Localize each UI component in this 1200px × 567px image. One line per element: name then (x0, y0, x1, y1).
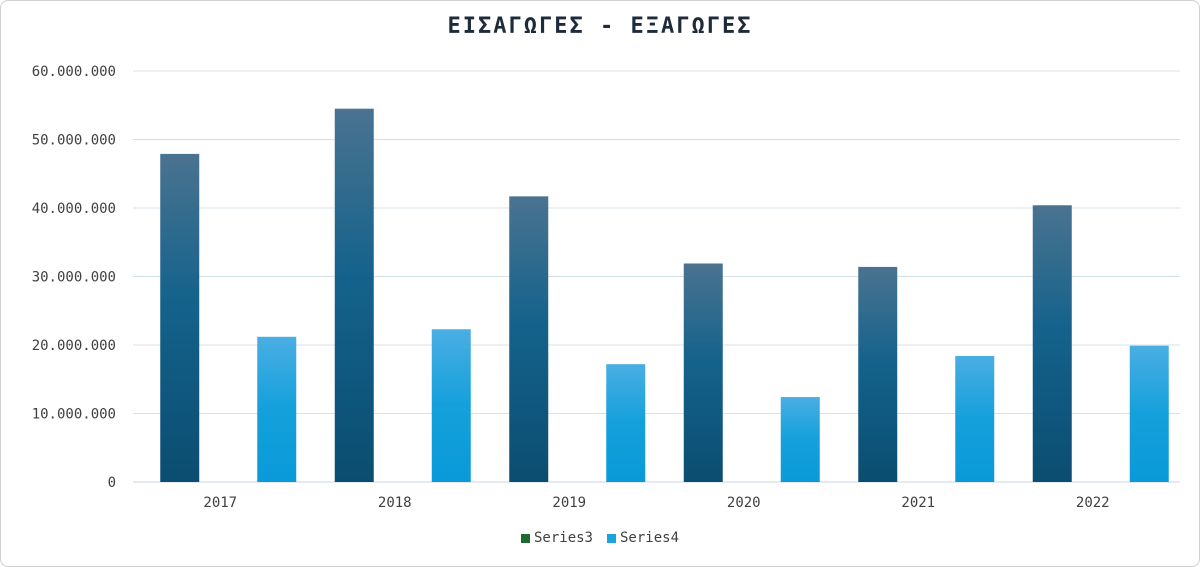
bar-series4-2018 (431, 329, 471, 482)
legend-swatch-series4 (607, 533, 616, 543)
y-tick-label: 20.000.000 (32, 338, 116, 354)
y-tick-label: 60.000.000 (32, 64, 116, 80)
legend-item-series4: Series4 (607, 530, 679, 546)
x-tick-label: 2021 (901, 495, 935, 511)
bar-series4-2022 (1129, 345, 1169, 482)
bar-series1-2020 (683, 263, 723, 482)
chart-legend: Series3 Series4 (0, 530, 1200, 546)
y-tick-label: 50.000.000 (32, 133, 116, 149)
legend-swatch-series3 (520, 533, 530, 543)
x-tick-label: 2022 (1076, 495, 1110, 511)
bar-series1-2022 (1032, 205, 1072, 482)
bar-series1-2021 (858, 266, 898, 482)
bar-series1-2018 (334, 108, 374, 483)
bar-series4-2020 (780, 397, 820, 482)
bar-series1-2017 (160, 153, 200, 482)
y-tick-label: 40.000.000 (32, 201, 116, 217)
y-tick-label: 10.000.000 (32, 407, 116, 423)
bar-series4-2017 (257, 336, 297, 482)
y-tick-label: 0 (108, 475, 116, 491)
x-tick-label: 2018 (378, 495, 412, 511)
legend-label-series4: Series4 (620, 530, 680, 546)
bar-series1-2019 (509, 196, 549, 483)
legend-item-series3: Series3 (520, 530, 593, 546)
bar-series4-2021 (955, 355, 995, 482)
bar-series4-2019 (606, 364, 646, 482)
x-tick-label: 2020 (727, 495, 761, 511)
x-tick-label: 2019 (552, 495, 586, 511)
x-tick-label: 2017 (203, 495, 237, 511)
chart-title: ΕΙΣΑΓΩΓΕΣ - ΕΞΑΓΩΓΕΣ (447, 14, 753, 39)
y-tick-label: 30.000.000 (32, 270, 116, 286)
legend-label-series3: Series3 (533, 530, 593, 546)
